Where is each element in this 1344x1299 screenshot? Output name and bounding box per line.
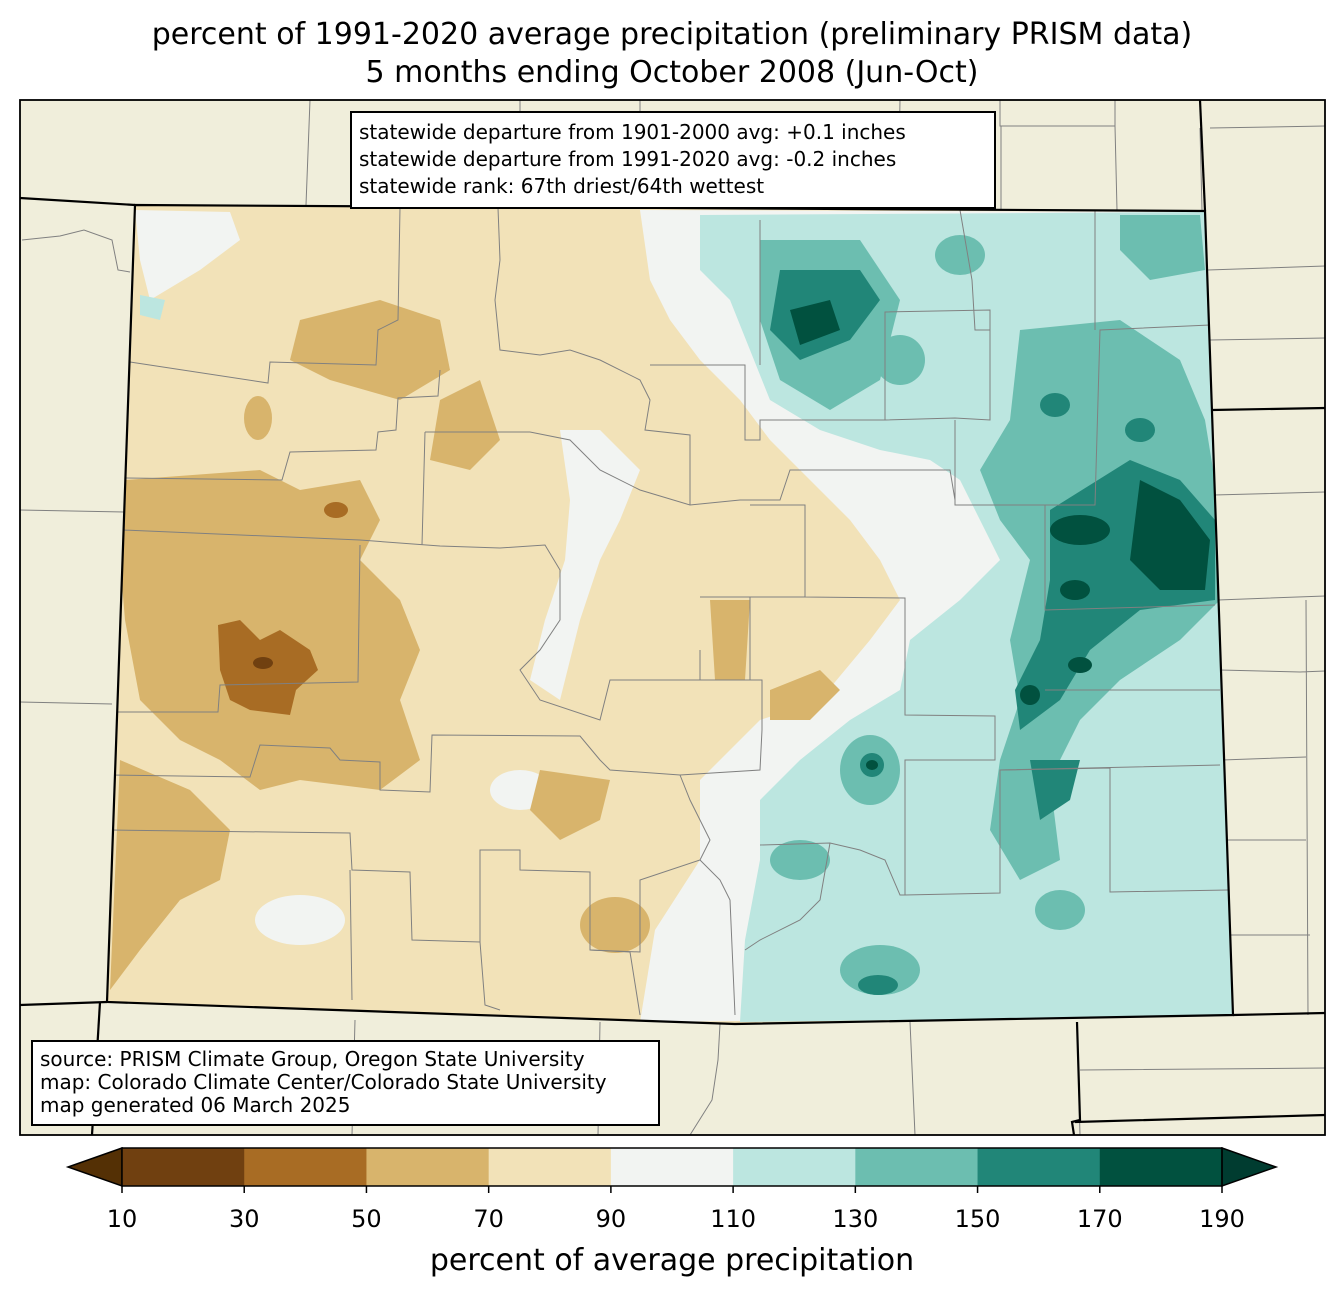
colorbar-tick-marks: [121, 1186, 1223, 1193]
colorbar-tick-label-170: 170: [1076, 1205, 1123, 1233]
colorbar-tick-label-90: 90: [595, 1205, 627, 1233]
source-box: source: PRISM Climate Group, Oregon Stat…: [31, 1040, 660, 1126]
map-frame: [19, 99, 1326, 1136]
generated-date-line: map generated 06 March 2025: [40, 1093, 351, 1117]
colorado-county-lines: [107, 207, 1229, 1016]
field-170-190: [790, 300, 1210, 770]
colorbar-bin-170-190: [1099, 1148, 1223, 1186]
colorbar-tick-label-10: 10: [106, 1205, 138, 1233]
title-line-2: 5 months ending October 2008 (Jun-Oct): [365, 55, 979, 90]
colorado-border: [105, 203, 1235, 1026]
map-credit-line: map: Colorado Climate Center/Colorado St…: [40, 1070, 607, 1094]
colorbar-tick-label-50: 50: [351, 1205, 382, 1233]
colorbar-tick-label-190: 190: [1199, 1205, 1245, 1233]
colorbar-tick-label-30: 30: [228, 1205, 260, 1233]
source-line: source: PRISM Climate Group, Oregon Stat…: [40, 1047, 585, 1071]
stats-rank: statewide rank: 67th driest/64th wettest: [359, 174, 765, 198]
colorbar: [65, 1146, 1279, 1193]
colorbar-over-arrow: [1221, 1146, 1279, 1188]
colorbar-bin-30-50: [244, 1148, 367, 1186]
stats-departure-1991-2020: statewide departure from 1991-2020 avg: …: [359, 147, 897, 171]
colorbar-tick-label-150: 150: [954, 1205, 1001, 1233]
colorbar-bins: [122, 1148, 1223, 1186]
colorbar-label: percent of average precipitation: [429, 1243, 915, 1278]
colorbar-under-arrow: [65, 1146, 123, 1188]
colorado-precipitation-field: [107, 205, 1233, 1024]
map-title: percent of 1991-2020 average precipitati…: [0, 16, 1344, 92]
colorbar-bin-90-110: [610, 1148, 734, 1186]
colorbar-tick-label-130: 130: [832, 1205, 879, 1233]
colorbar-bin-10-30: [122, 1148, 245, 1186]
colorbar-tick-label-110: 110: [710, 1205, 757, 1233]
colorbar-bin-130-150: [855, 1148, 979, 1186]
colorbar-tick-label-70: 70: [473, 1205, 504, 1233]
colorbar-bin-70-90: [488, 1148, 612, 1186]
colorbar-outline: [121, 1147, 1223, 1187]
field-10-30: [253, 657, 273, 669]
field-50-70: [110, 300, 840, 990]
statewide-stats-box: statewide departure from 1901-2000 avg: …: [350, 111, 996, 209]
title-line-1: percent of 1991-2020 average precipitati…: [151, 17, 1193, 52]
stats-departure-1901-2000: statewide departure from 1901-2000 avg: …: [359, 120, 906, 144]
colorbar-bin-110-130: [733, 1148, 856, 1186]
map-frame-content: [20, 100, 1325, 1135]
colorbar-bin-50-70: [366, 1148, 490, 1186]
colorbar-bin-150-170: [977, 1148, 1101, 1186]
